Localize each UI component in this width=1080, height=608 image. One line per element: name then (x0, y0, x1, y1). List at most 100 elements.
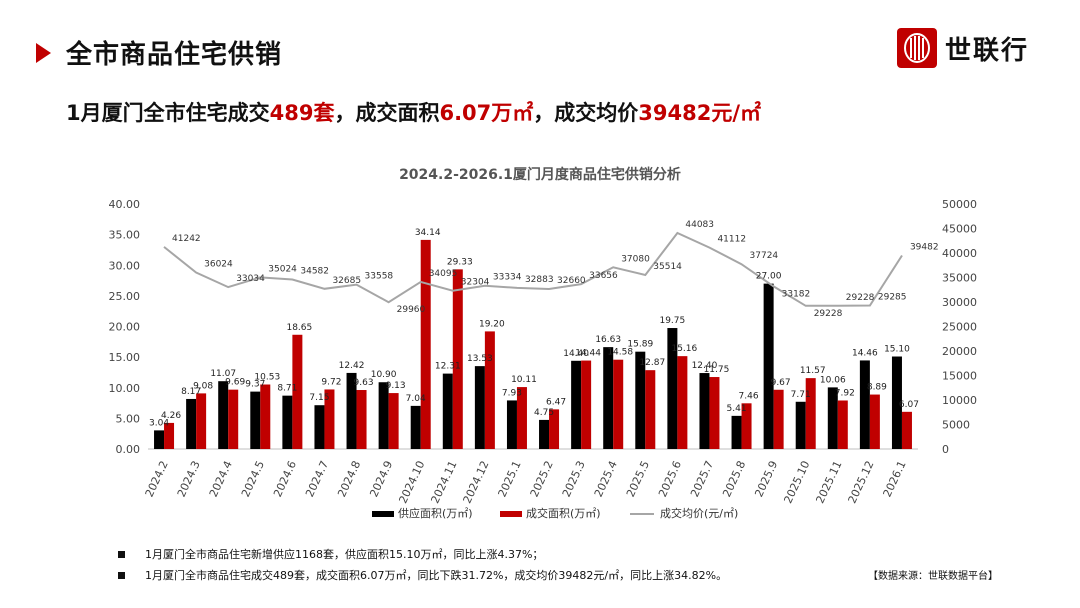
supply-bar (506, 400, 517, 449)
supply-bar (699, 373, 710, 449)
y-right-tick-label: 20000 (942, 345, 977, 358)
supply-bar (731, 415, 742, 449)
price-data-label: 41112 (717, 235, 746, 245)
supply-data-label: 15.10 (884, 345, 910, 355)
deal-data-label: 9.08 (193, 381, 213, 391)
supply-data-label: 3.04 (149, 418, 169, 428)
deal-data-label: 6.07 (899, 400, 919, 410)
supply-data-label: 12.42 (339, 361, 365, 371)
price-data-label: 32660 (557, 276, 586, 286)
price-data-label: 34095 (429, 269, 458, 279)
y-right-tick-label: 35000 (942, 272, 977, 285)
deal-data-label: 14.44 (575, 349, 601, 359)
deal-bar (388, 393, 399, 449)
deal-bar (356, 390, 367, 449)
y-left-tick-label: 10.00 (109, 382, 141, 395)
deal-bar (196, 393, 207, 449)
supply-bar (442, 373, 453, 449)
deal-bar (901, 411, 912, 449)
deal-data-label: 8.89 (867, 383, 887, 393)
y-right-tick-label: 30000 (942, 296, 977, 309)
supply-data-label: 7.93 (502, 388, 522, 398)
x-tick-label: 2025.8 (720, 459, 748, 499)
deal-bar (677, 356, 688, 449)
deal-data-label: 9.67 (771, 378, 791, 388)
y-right-tick-label: 45000 (942, 223, 977, 236)
supply-bar (282, 395, 293, 449)
x-tick-label: 2024.6 (271, 459, 299, 499)
y-left-tick-label: 40.00 (109, 198, 141, 211)
price-data-label: 33656 (589, 271, 618, 281)
headline-part-2: ，成交面积 (334, 101, 440, 125)
supply-bar (218, 381, 229, 449)
notes-section: 1月厦门全市商品住宅新增供应1168套，供应面积15.10万㎡，同比上涨4.37… (0, 540, 1080, 600)
deal-bar (869, 394, 880, 449)
deal-data-label: 15.16 (671, 344, 697, 354)
deal-data-label: 6.47 (546, 397, 566, 407)
supply-bar (474, 366, 485, 449)
deal-bar (420, 239, 431, 449)
supply-data-label: 14.46 (852, 348, 878, 358)
deal-bar (805, 378, 816, 449)
price-data-label: 37080 (621, 254, 650, 264)
supply-bar (795, 401, 806, 449)
supply-data-label: 11.07 (210, 369, 236, 379)
y-left-tick-label: 5.00 (116, 412, 141, 425)
legend-supply-swatch (372, 511, 394, 517)
y-left-tick-label: 25.00 (109, 290, 141, 303)
x-tick-label: 2025.4 (592, 459, 620, 499)
supply-data-label: 5.41 (727, 404, 747, 414)
x-tick-label: 2024.9 (367, 459, 395, 499)
x-tick-label: 2025.5 (624, 459, 652, 499)
price-data-label: 44083 (685, 220, 714, 230)
deal-bar (164, 422, 175, 449)
deal-data-label: 11.57 (800, 366, 826, 376)
supply-data-label: 7.15 (309, 393, 329, 403)
price-data-label: 34582 (300, 267, 329, 277)
x-tick-label: 2025.7 (688, 459, 716, 499)
bullet-icon (118, 550, 125, 558)
price-data-label: 35024 (268, 264, 297, 274)
price-data-label: 33334 (493, 273, 522, 283)
deal-data-label: 18.65 (286, 323, 312, 333)
price-data-label: 32685 (332, 276, 361, 286)
supply-data-label: 10.90 (371, 370, 397, 380)
supply-data-label: 15.89 (627, 340, 653, 350)
note-supply-text: 1月厦门全市商品住宅新增供应1168套，供应面积15.10万㎡，同比上涨4.37… (145, 548, 544, 561)
headline-area: 6.07万㎡ (439, 101, 534, 125)
y-right-tick-label: 10000 (942, 394, 977, 407)
supply-bar (603, 347, 614, 449)
x-tick-label: 2025.1 (496, 459, 524, 499)
deal-data-label: 9.63 (354, 378, 374, 388)
deal-bar (228, 389, 239, 449)
headline: 1月厦门全市住宅成交489套，成交面积6.07万㎡，成交均价39482元/㎡ (66, 97, 761, 127)
supply-data-label: 10.06 (820, 375, 846, 385)
chart-title: 2024.2-2026.1厦门月度商品住宅供销分析 (399, 167, 681, 183)
page-title: 全市商品住宅供销 (66, 40, 283, 70)
page-header: 全市商品住宅供销 世联行 (0, 0, 1080, 80)
supply-bar (667, 328, 678, 449)
bullet-icon (118, 571, 125, 579)
note-sales: 1月厦门全市商品住宅成交489套，成交面积6.07万㎡，同比下跌31.72%，成… (118, 567, 727, 583)
legend-deal-swatch (500, 511, 522, 517)
y-left-tick-label: 15.00 (109, 351, 141, 364)
note-supply: 1月厦门全市商品住宅新增供应1168套，供应面积15.10万㎡，同比上涨4.37… (118, 546, 543, 562)
section-marker-icon (36, 43, 51, 63)
deal-data-label: 34.14 (415, 228, 441, 238)
supply-bar (635, 351, 646, 449)
note-sales-text: 1月厦门全市商品住宅成交489套，成交面积6.07万㎡，同比下跌31.72%，成… (145, 569, 728, 582)
deal-data-label: 9.13 (386, 381, 406, 391)
supply-data-label: 4.75 (534, 408, 554, 418)
deal-data-label: 10.53 (254, 373, 280, 383)
price-data-label: 29960 (397, 305, 426, 315)
supply-sales-chart: 0.00 5.00 10.00 15.00 20.00 25.00 30.00 35.00 40… (109, 198, 978, 520)
supply-data-label: 7.71 (791, 390, 811, 400)
deal-data-label: 14.58 (607, 348, 633, 358)
brand-name: 世联行 (945, 36, 1030, 66)
deal-bar (773, 389, 784, 449)
deal-data-label: 7.92 (835, 388, 855, 398)
price-line (163, 231, 903, 307)
x-tick-label: 2025.2 (528, 459, 556, 499)
price-data-label: 41242 (172, 234, 201, 244)
x-tick-label: 2025.11 (813, 459, 844, 506)
